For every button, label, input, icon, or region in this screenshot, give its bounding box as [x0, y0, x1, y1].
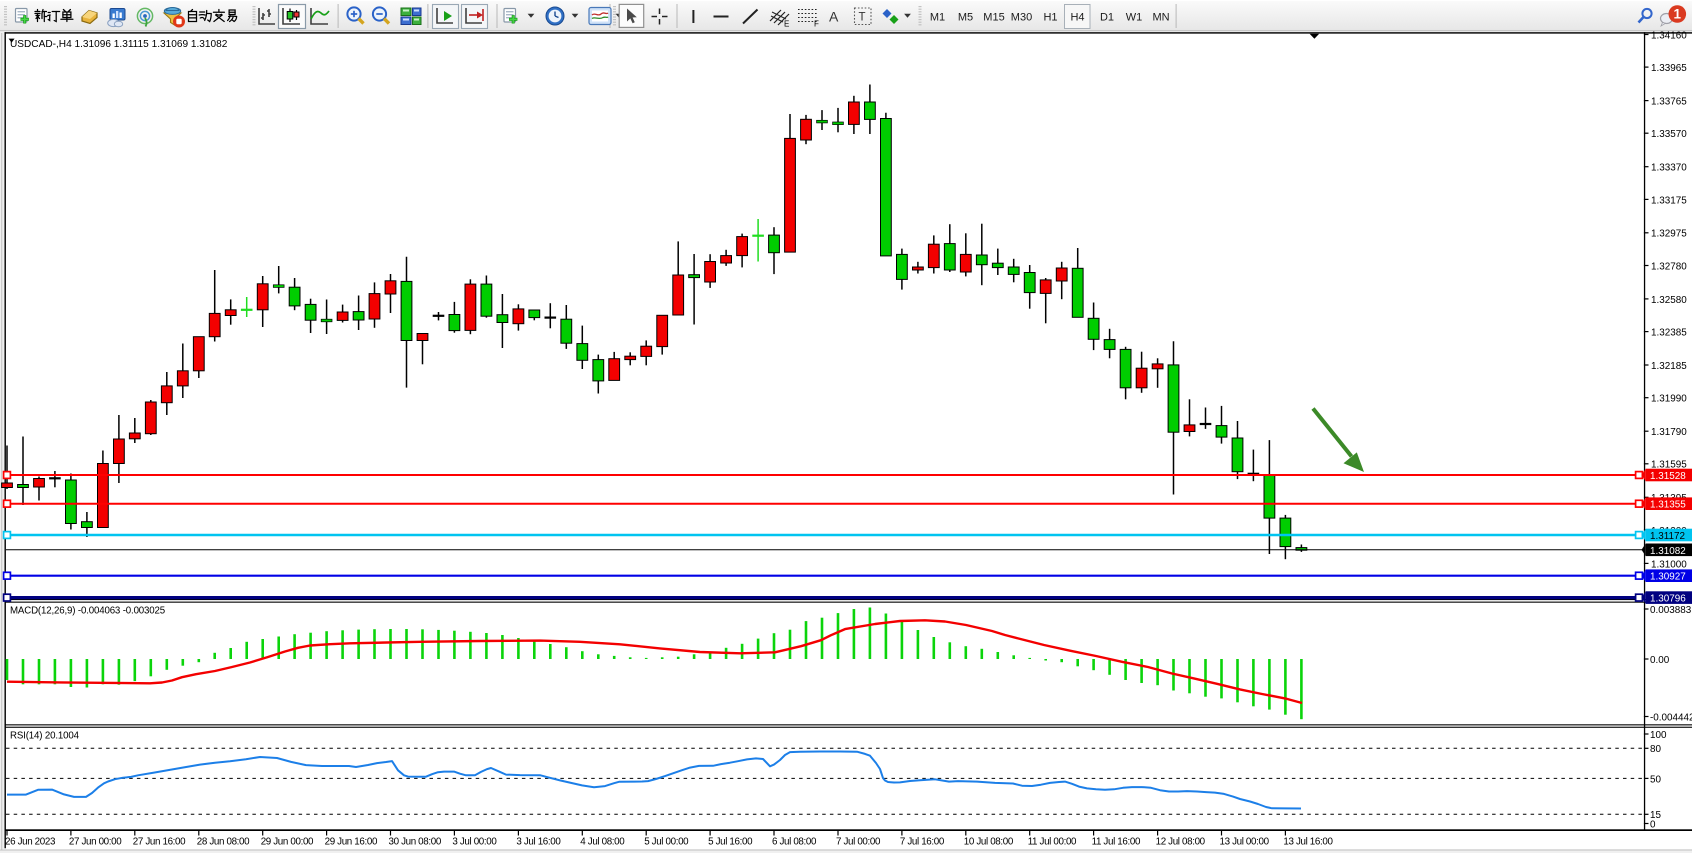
svg-text:M30: M30 — [1011, 12, 1032, 24]
svg-text:29 Jun 00:00: 29 Jun 00:00 — [261, 836, 314, 847]
svg-text:11 Jul 00:00: 11 Jul 00:00 — [1028, 836, 1077, 847]
svg-text:27 Jun 16:00: 27 Jun 16:00 — [133, 836, 186, 847]
svg-text:27 Jun 00:00: 27 Jun 00:00 — [69, 836, 122, 847]
svg-text:50: 50 — [1650, 774, 1661, 785]
svg-text:1.33370: 1.33370 — [1651, 163, 1687, 174]
svg-text:1.31595: 1.31595 — [1651, 460, 1687, 471]
svg-text:100: 100 — [1650, 730, 1667, 741]
svg-text:7 Jul 16:00: 7 Jul 16:00 — [900, 836, 945, 847]
svg-text:1.31355: 1.31355 — [1650, 500, 1686, 511]
svg-text:1.30796: 1.30796 — [1650, 594, 1686, 605]
svg-text:A: A — [829, 9, 839, 25]
svg-text:MACD(12,26,9) -0.004063 -0.003: MACD(12,26,9) -0.004063 -0.003025 — [10, 605, 165, 616]
svg-text:F: F — [814, 20, 819, 29]
svg-text:USDCAD-,H4 1.31096 1.31115 1.: USDCAD-,H4 1.31096 1.31115 1.31069 1.310… — [10, 39, 228, 50]
svg-text:1.32580: 1.32580 — [1651, 295, 1687, 306]
svg-text:0.003883: 0.003883 — [1650, 605, 1692, 616]
svg-text:6 Jul 08:00: 6 Jul 08:00 — [772, 836, 817, 847]
svg-text:3 Jul 16:00: 3 Jul 16:00 — [516, 836, 561, 847]
svg-text:RSI(14) 20.1004: RSI(14) 20.1004 — [10, 730, 80, 741]
svg-text:7 Jul 00:00: 7 Jul 00:00 — [836, 836, 881, 847]
svg-text:1.31528: 1.31528 — [1650, 471, 1686, 482]
svg-text:H1: H1 — [1043, 12, 1057, 24]
svg-text:4 Jul 08:00: 4 Jul 08:00 — [580, 836, 625, 847]
svg-text:M1: M1 — [930, 12, 945, 24]
svg-text:13 Jul 00:00: 13 Jul 00:00 — [1220, 836, 1270, 847]
svg-text:MN: MN — [1152, 12, 1169, 24]
svg-text:1.33765: 1.33765 — [1651, 97, 1687, 108]
svg-text:M15: M15 — [983, 12, 1004, 24]
svg-text:1.30927: 1.30927 — [1650, 572, 1686, 583]
svg-text:1.33175: 1.33175 — [1651, 195, 1687, 206]
svg-text:1.31790: 1.31790 — [1651, 427, 1687, 438]
svg-text:W1: W1 — [1126, 12, 1143, 24]
svg-text:1.31000: 1.31000 — [1651, 559, 1687, 570]
svg-text:1.32385: 1.32385 — [1651, 328, 1687, 339]
svg-text:H4: H4 — [1070, 12, 1084, 24]
svg-text:10 Jul 08:00: 10 Jul 08:00 — [964, 836, 1014, 847]
svg-text:1.32780: 1.32780 — [1651, 261, 1687, 272]
svg-text:0: 0 — [1650, 819, 1656, 830]
svg-text:11 Jul 16:00: 11 Jul 16:00 — [1092, 836, 1141, 847]
svg-text:M5: M5 — [958, 12, 973, 24]
svg-text:13 Jul 16:00: 13 Jul 16:00 — [1283, 836, 1333, 847]
svg-text:D1: D1 — [1100, 12, 1114, 24]
svg-text:1.34160: 1.34160 — [1651, 30, 1687, 41]
svg-text:E: E — [784, 20, 789, 29]
svg-text:15: 15 — [1650, 810, 1661, 821]
svg-text:1.32975: 1.32975 — [1651, 229, 1687, 240]
svg-text:1.33570: 1.33570 — [1651, 129, 1687, 140]
svg-text:0.00: 0.00 — [1650, 655, 1670, 666]
svg-text:5 Jul 00:00: 5 Jul 00:00 — [644, 836, 689, 847]
svg-text:1.33965: 1.33965 — [1651, 63, 1687, 74]
svg-text:3 Jul 00:00: 3 Jul 00:00 — [452, 836, 497, 847]
svg-text:80: 80 — [1650, 744, 1661, 755]
svg-text:-0.004442: -0.004442 — [1650, 712, 1692, 723]
svg-text:5 Jul 16:00: 5 Jul 16:00 — [708, 836, 753, 847]
svg-text:1.31990: 1.31990 — [1651, 394, 1687, 405]
svg-text:1.31082: 1.31082 — [1650, 546, 1686, 557]
svg-text:30 Jun 08:00: 30 Jun 08:00 — [389, 836, 442, 847]
svg-text:29 Jun 16:00: 29 Jun 16:00 — [325, 836, 378, 847]
svg-text:26 Jun 2023: 26 Jun 2023 — [5, 836, 56, 847]
svg-text:T: T — [859, 12, 866, 24]
svg-text:12 Jul 08:00: 12 Jul 08:00 — [1156, 836, 1206, 847]
svg-text:1.32185: 1.32185 — [1651, 361, 1687, 372]
svg-text:1: 1 — [1674, 7, 1682, 22]
svg-text:1.31172: 1.31172 — [1650, 531, 1685, 542]
svg-text:28 Jun 08:00: 28 Jun 08:00 — [197, 836, 250, 847]
